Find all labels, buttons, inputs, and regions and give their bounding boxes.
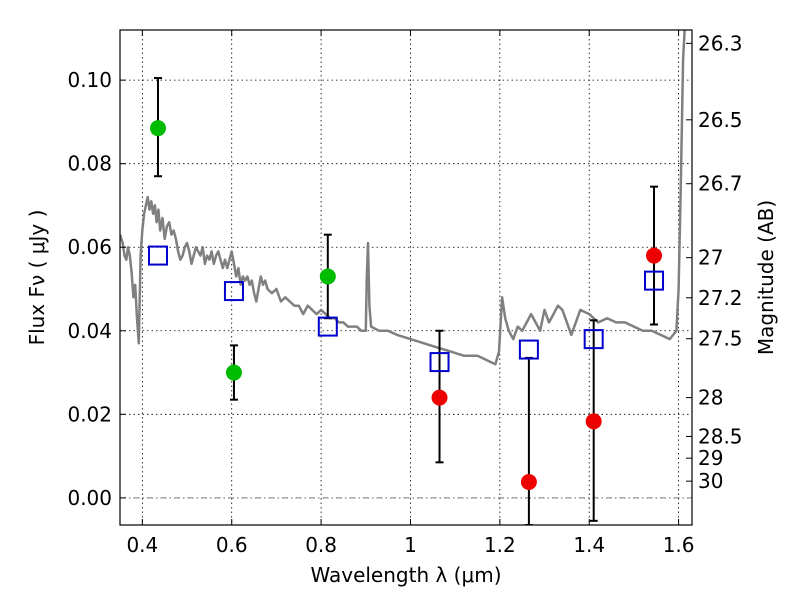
y-tick-label: 0.10	[67, 68, 112, 92]
y2-tick-label: 26.5	[698, 108, 743, 132]
y2-tick-label: 27	[698, 246, 723, 270]
x-axis-label: Wavelength λ (μm)	[310, 563, 501, 587]
model-point-square	[644, 270, 665, 291]
y2-tick-label: 26.7	[698, 172, 743, 196]
y-tick-label: 0.08	[67, 152, 112, 176]
x-tick-label: 1.2	[484, 533, 516, 557]
x-tick-label: 1	[404, 533, 417, 557]
model-point-square	[317, 316, 338, 337]
axis-labels: Wavelength λ (μm) Flux Fν ( μJy ) Magnit…	[25, 200, 778, 587]
y2-tick-label: 27.5	[698, 327, 743, 351]
x-tick-label: 1.4	[573, 533, 605, 557]
model-point-square	[147, 245, 168, 266]
y2-tick-label: 29	[698, 446, 723, 470]
ticks: 0.4 0.6 0.8 1 1.2 1.4 1.6 0.00 0.02 0.04 0.06 0.08 0…	[67, 30, 743, 557]
data-point-circle	[585, 413, 602, 430]
y-tick-label: 0.00	[67, 486, 112, 510]
y-axis-label: Flux Fν ( μJy )	[25, 210, 49, 346]
plot-frame	[119, 29, 693, 526]
model-spectrum	[120, 30, 686, 366]
y-tick-label: 0.04	[67, 319, 112, 343]
y2-axis-label: Magnitude (AB)	[754, 200, 778, 355]
data-point-circle	[225, 364, 242, 381]
y2-tick-label: 30	[698, 469, 723, 493]
data-point-circle	[520, 473, 537, 490]
y-tick-label: 0.06	[67, 235, 112, 259]
y2-tick-label: 28	[698, 386, 723, 410]
model-point-square	[518, 339, 539, 360]
x-tick-label: 0.4	[126, 533, 158, 557]
y2-tick-label: 26.3	[698, 31, 743, 55]
model-point-square	[223, 281, 244, 302]
data-markers	[147, 120, 665, 490]
data-point-circle	[431, 389, 448, 406]
data-point-circle	[646, 247, 663, 264]
data-point-circle	[319, 268, 336, 285]
y2-tick-label: 28.5	[698, 424, 743, 448]
x-tick-label: 0.8	[305, 533, 337, 557]
y2-tick-label: 27.2	[698, 286, 743, 310]
spectrum-line	[120, 30, 686, 366]
data-point-circle	[149, 120, 166, 137]
x-tick-label: 0.6	[216, 533, 248, 557]
y-tick-label: 0.02	[67, 402, 112, 426]
model-point-square	[583, 329, 604, 350]
model-point-square	[429, 352, 450, 373]
x-tick-label: 1.6	[663, 533, 695, 557]
